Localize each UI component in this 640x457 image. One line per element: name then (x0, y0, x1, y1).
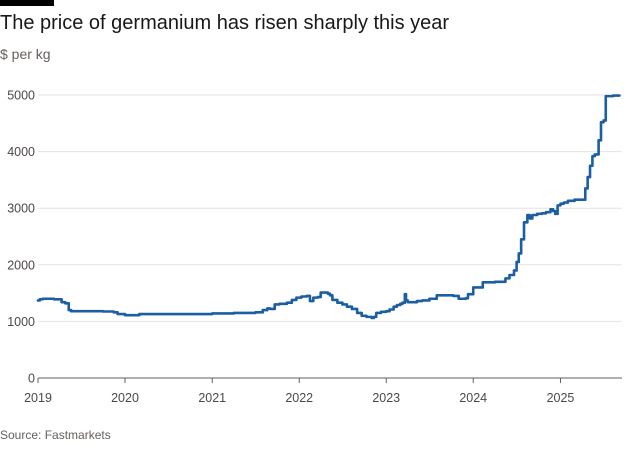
y-axis-unit-label: $ per kg (0, 46, 51, 62)
x-tick-label: 2021 (198, 391, 226, 405)
x-tick-label: 2020 (111, 391, 139, 405)
source-note: Source: Fastmarkets (0, 428, 111, 442)
gridlines (38, 94, 622, 379)
y-tick-label: 4000 (7, 145, 35, 159)
y-tick-label: 0 (28, 372, 35, 386)
y-axis-ticks: 0 1000 2000 3000 4000 5000 (7, 89, 35, 386)
y-tick-label: 1000 (7, 315, 35, 329)
brand-bar (0, 0, 54, 6)
x-tick-label: 2023 (372, 391, 400, 405)
series-layer (36, 94, 621, 320)
y-tick-label: 5000 (7, 89, 35, 103)
y-tick-label: 3000 (7, 202, 35, 216)
y-tick-label: 2000 (7, 258, 35, 272)
x-axis: 2019 2020 2021 2022 2023 2024 2025 (24, 378, 574, 405)
x-tick-label: 2025 (547, 391, 575, 405)
x-tick-label: 2022 (285, 391, 313, 405)
x-tick-label: 2019 (24, 391, 52, 405)
price-series-line (36, 94, 621, 320)
chart-title: The price of germanium has risen sharply… (0, 12, 450, 34)
x-tick-label: 2024 (459, 391, 487, 405)
